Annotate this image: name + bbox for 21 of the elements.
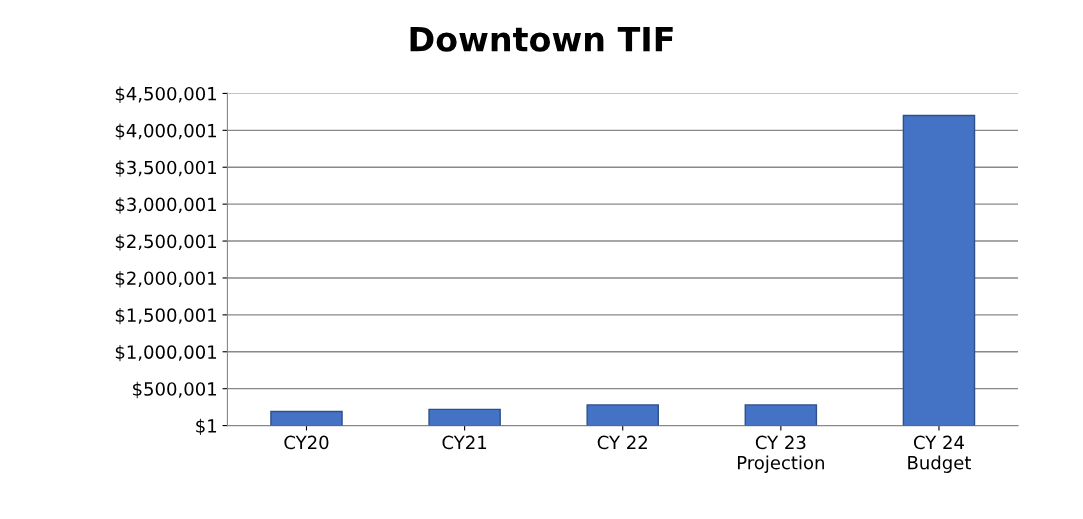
y-tick-label: $1,000,001	[115, 344, 217, 362]
y-tick-label: $500,001	[133, 381, 217, 399]
y-tick-label: $2,000,001	[115, 271, 217, 288]
bar	[270, 410, 343, 426]
y-tick-label: $3,500,001	[115, 160, 217, 177]
x-tick-label: CY21	[442, 435, 487, 450]
y-tick-label: $2,500,001	[115, 234, 217, 251]
y-tick-label: $1	[196, 418, 217, 436]
x-tick-label: CY 22	[597, 435, 647, 450]
y-tick-label: $1,500,001	[115, 308, 217, 325]
chart-title: Downtown TIF	[410, 26, 673, 52]
y-tick-label: $4,000,001	[115, 123, 217, 140]
bar	[744, 404, 818, 426]
x-tick-label: CY 23 Projection	[737, 435, 824, 473]
x-tick-label: CY 24 Budget	[908, 435, 971, 473]
x-tick-label: CY20	[284, 435, 329, 450]
bar	[428, 408, 501, 426]
bar	[902, 114, 976, 426]
bar	[586, 404, 659, 426]
y-tick-label: $3,000,001	[115, 197, 217, 214]
y-tick-label: $4,500,001	[115, 86, 217, 103]
